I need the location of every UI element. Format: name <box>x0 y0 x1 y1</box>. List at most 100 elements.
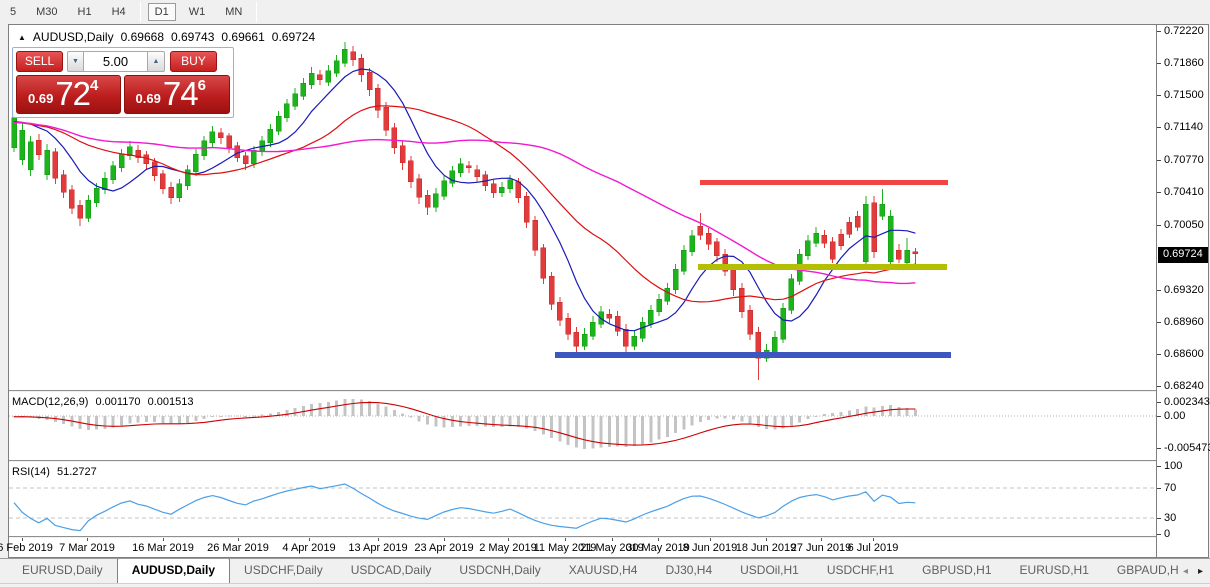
candle <box>193 148 199 176</box>
price-axis-label: 0.70410 <box>1157 186 1204 199</box>
macd-bar <box>500 416 504 428</box>
tab-XAUUSD-H4[interactable]: XAUUSD,H4 <box>568 563 638 577</box>
sell-price-button[interactable]: 0.69 72 4 <box>16 75 121 114</box>
macd-rsi-splitter[interactable] <box>9 460 1208 463</box>
macd-bar <box>641 416 645 445</box>
candle <box>573 327 580 355</box>
volume-decrease-button[interactable]: ▼ <box>67 51 84 72</box>
price-chart-plot[interactable] <box>9 25 1156 391</box>
date-label: 18 Jun 2019 <box>735 542 797 554</box>
resistance-line[interactable] <box>700 180 948 186</box>
candle <box>557 297 563 327</box>
macd-axis-label: 0.002343 <box>1157 396 1210 409</box>
date-label: 11 May 2019 <box>533 542 597 554</box>
broken-support-line[interactable] <box>698 264 947 271</box>
macd-bar <box>806 416 810 419</box>
macd-bar <box>789 416 793 426</box>
buy-price-big: 74 <box>162 75 199 112</box>
candle <box>27 135 34 176</box>
period-button-MN[interactable]: MN <box>225 6 243 18</box>
macd-bar <box>558 416 562 442</box>
candle <box>375 83 381 118</box>
macd-bar <box>210 416 214 418</box>
macd-bar <box>649 416 653 443</box>
support-line[interactable] <box>555 351 951 358</box>
period-button-W1[interactable]: W1 <box>188 6 206 18</box>
date-tick <box>238 538 239 541</box>
tab-USDOil-H1[interactable]: USDOil,H1 <box>740 563 799 577</box>
macd-bar <box>905 408 909 416</box>
price-axis-label: 0.70050 <box>1157 218 1204 231</box>
tab-EURUSD-H1[interactable]: EURUSD,H1 <box>1019 563 1089 577</box>
macd-bar <box>492 416 496 428</box>
rsi-axis-label: 0 <box>1156 528 1171 540</box>
date-tick <box>444 538 445 541</box>
sell-price-big: 72 <box>55 75 91 112</box>
macd-bar <box>128 416 132 424</box>
candle <box>606 309 613 324</box>
period-button-D1[interactable]: D1 <box>147 3 176 21</box>
rsi-plot[interactable] <box>9 462 1156 536</box>
volume-input[interactable] <box>84 51 148 72</box>
price-macd-splitter[interactable] <box>9 390 1208 393</box>
macd-bar <box>235 415 239 417</box>
period-button-5[interactable]: 5 <box>10 6 17 18</box>
date-axis[interactable]: 26 Feb 2019 7 Mar 2019 16 Mar 2019 26 Mar 2… <box>0 538 1156 557</box>
tab-USDCHF-Daily[interactable]: USDCHF,Daily <box>244 563 323 577</box>
candle <box>267 124 274 147</box>
candle <box>416 173 422 205</box>
tab-GBPAUD-H1[interactable]: GBPAUD,H1 <box>1116 563 1186 577</box>
candle <box>118 148 125 172</box>
tab-USDCNH-Daily[interactable]: USDCNH,Daily <box>459 563 541 577</box>
macd-bar <box>665 416 669 437</box>
macd-axis-label: -0.005473 <box>1157 442 1210 455</box>
tab-GBPUSD-H1[interactable]: GBPUSD,H1 <box>922 563 992 577</box>
tab-AUDUSD-Daily[interactable]: AUDUSD,Daily <box>116 559 231 583</box>
candle <box>904 238 910 266</box>
macd-bar <box>376 403 380 416</box>
macd-bar <box>773 416 777 430</box>
macd-bar <box>384 406 388 416</box>
candle <box>623 324 629 353</box>
period-button-M30[interactable]: M30 <box>36 6 58 18</box>
macd-bar <box>343 399 347 416</box>
date-label: 4 Apr 2019 <box>282 542 336 554</box>
buy-button[interactable]: BUY <box>170 51 217 72</box>
buy-price-button[interactable]: 0.69 74 6 <box>123 75 230 114</box>
candle <box>168 181 174 205</box>
macd-bar <box>715 416 719 419</box>
tab-scroll-right-icon[interactable]: ▸ <box>1197 565 1203 577</box>
tab-DJ30-H4[interactable]: DJ30,H4 <box>665 563 713 577</box>
candle <box>449 165 456 188</box>
macd-plot[interactable] <box>9 393 1156 460</box>
price-axis[interactable]: 0.72220 0.71860 0.71500 0.71140 0.70770 0.704… <box>1156 25 1210 557</box>
sell-button[interactable]: SELL <box>16 51 63 72</box>
period-button-H4[interactable]: H4 <box>111 6 126 18</box>
volume-increase-button[interactable]: ▲ <box>148 51 165 72</box>
chart-window: ▲ AUDUSD,Daily 0.69668 0.69743 0.69661 0… <box>0 24 1210 558</box>
tab-USDCHF-H1[interactable]: USDCHF,H1 <box>826 563 895 577</box>
collapse-panel-icon[interactable]: ▲ <box>18 32 26 42</box>
macd-bar <box>392 410 396 416</box>
period-button-H1[interactable]: H1 <box>77 6 92 18</box>
date-tick <box>821 538 822 541</box>
candle <box>60 169 67 198</box>
candle <box>846 217 853 239</box>
tab-USDCAD-Daily[interactable]: USDCAD,Daily <box>350 563 432 577</box>
date-label: 26 Mar 2019 <box>207 542 269 554</box>
candle <box>424 189 431 216</box>
candle <box>218 127 224 145</box>
macd-bar <box>723 416 727 419</box>
tab-scroll-left-icon[interactable]: ◂ <box>1182 565 1188 577</box>
candle <box>433 188 439 213</box>
macd-bar <box>111 416 115 428</box>
candle <box>300 78 307 100</box>
macd-bar <box>268 413 272 416</box>
tab-EURUSD-Daily[interactable]: EURUSD,Daily <box>22 563 103 577</box>
macd-bar <box>401 413 405 416</box>
macd-bar <box>244 415 248 417</box>
macd-bar <box>202 416 206 420</box>
macd-signal-line <box>13 401 916 446</box>
macd-axis-label: 0.00 <box>1156 410 1186 422</box>
candle <box>805 235 811 260</box>
